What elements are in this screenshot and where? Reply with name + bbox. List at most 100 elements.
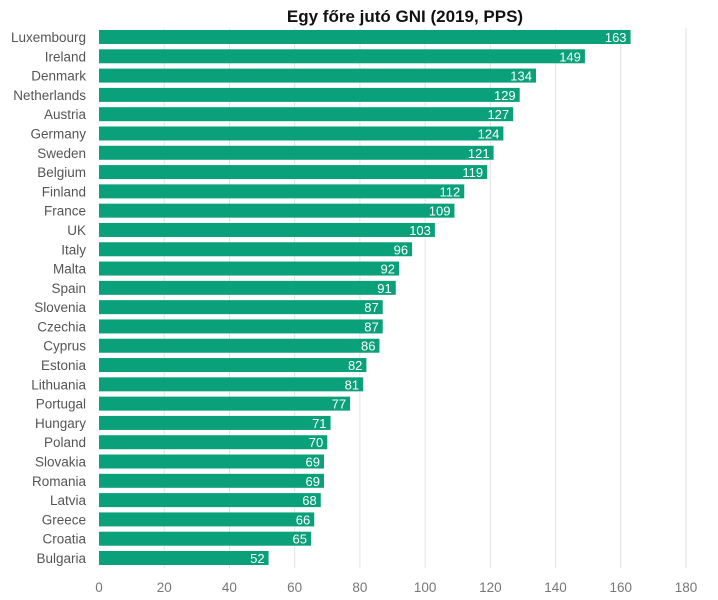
bar <box>99 30 631 44</box>
value-label: 96 <box>394 242 408 257</box>
bar <box>99 551 269 565</box>
chart-title: Egy főre jutó GNI (2019, PPS) <box>287 7 523 26</box>
category-label: Spain <box>51 281 86 296</box>
value-label: 134 <box>510 69 532 84</box>
category-label: Czechia <box>37 319 86 334</box>
value-label: 124 <box>478 126 500 141</box>
category-label: Ireland <box>45 49 86 64</box>
value-label: 149 <box>559 49 581 64</box>
bar <box>99 512 315 527</box>
category-label: Denmark <box>31 69 86 84</box>
category-label: Portugal <box>36 397 86 412</box>
category-label: Hungary <box>35 416 86 431</box>
value-label: 119 <box>462 165 483 180</box>
bar <box>99 126 504 141</box>
value-label: 112 <box>440 184 461 199</box>
bar <box>99 280 396 295</box>
value-label: 52 <box>250 551 264 566</box>
x-tick-label: 180 <box>675 580 698 595</box>
bar <box>99 184 465 199</box>
bar <box>99 435 328 450</box>
bar <box>99 300 383 315</box>
x-tick-label: 40 <box>222 580 237 595</box>
category-label: Malta <box>53 262 87 277</box>
category-labels: Luxembourg Ireland Denmark Netherlands Austr… <box>11 30 87 566</box>
bar <box>99 107 514 122</box>
category-label: Bulgaria <box>36 551 86 566</box>
value-label: 65 <box>293 532 307 547</box>
category-label: Greece <box>42 512 86 527</box>
x-tick-label: 100 <box>414 580 437 595</box>
category-label: Slovenia <box>34 300 86 315</box>
bar <box>99 165 488 180</box>
value-label: 92 <box>381 262 395 277</box>
bar <box>99 493 321 508</box>
bar <box>99 203 455 218</box>
value-label: 71 <box>312 416 326 431</box>
bar <box>99 222 435 237</box>
category-label: Luxembourg <box>11 30 86 45</box>
bar <box>99 415 331 430</box>
x-axis-ticks: 0 20 40 60 80 100 120 140 160 180 <box>95 580 697 595</box>
value-label: 82 <box>348 358 362 373</box>
category-label: France <box>44 204 86 219</box>
value-label: 86 <box>361 339 375 354</box>
category-label: Slovakia <box>35 455 87 470</box>
value-label: 163 <box>605 30 627 45</box>
bar <box>99 145 494 160</box>
bar <box>99 242 413 257</box>
bar <box>99 531 311 546</box>
value-label: 103 <box>409 223 431 238</box>
x-tick-label: 80 <box>352 580 367 595</box>
category-label: Italy <box>61 242 86 257</box>
bar <box>99 377 364 392</box>
x-tick-label: 0 <box>95 580 103 595</box>
x-tick-label: 60 <box>287 580 302 595</box>
bar <box>99 68 536 83</box>
category-label: Poland <box>44 435 86 450</box>
value-label: 68 <box>302 493 316 508</box>
category-label: Austria <box>44 107 87 122</box>
value-label: 121 <box>468 146 490 161</box>
bar <box>99 87 520 102</box>
category-label: Romania <box>32 474 87 489</box>
bar <box>99 473 325 488</box>
value-label: 81 <box>345 377 359 392</box>
value-label: 77 <box>332 397 346 412</box>
bar <box>99 358 367 373</box>
category-label: Cyprus <box>43 339 86 354</box>
category-label: Netherlands <box>13 88 86 103</box>
bar <box>99 454 325 469</box>
category-label: Latvia <box>50 493 87 508</box>
category-label: Croatia <box>42 532 86 547</box>
category-label: Lithuania <box>31 377 86 392</box>
value-label: 70 <box>309 435 323 450</box>
x-tick-label: 20 <box>157 580 172 595</box>
value-label: 127 <box>487 107 509 122</box>
category-label: Belgium <box>37 165 86 180</box>
value-label: 87 <box>364 319 378 334</box>
value-label: 87 <box>364 300 378 315</box>
category-label: UK <box>67 223 86 238</box>
category-label: Finland <box>42 184 86 199</box>
bars <box>99 30 631 565</box>
x-tick-label: 160 <box>610 580 633 595</box>
category-label: Sweden <box>37 146 86 161</box>
bar <box>99 338 380 353</box>
x-tick-label: 120 <box>479 580 502 595</box>
value-label: 66 <box>296 512 310 527</box>
value-label: 69 <box>306 455 320 470</box>
x-tick-label: 140 <box>544 580 567 595</box>
bar <box>99 49 585 64</box>
bar <box>99 396 351 411</box>
value-label: 129 <box>494 88 516 103</box>
value-label: 69 <box>306 474 320 489</box>
bar <box>99 319 383 334</box>
category-label: Estonia <box>41 358 87 373</box>
bar <box>99 261 400 276</box>
category-label: Germany <box>30 126 86 141</box>
value-label: 91 <box>377 281 391 296</box>
value-label: 109 <box>429 204 451 219</box>
